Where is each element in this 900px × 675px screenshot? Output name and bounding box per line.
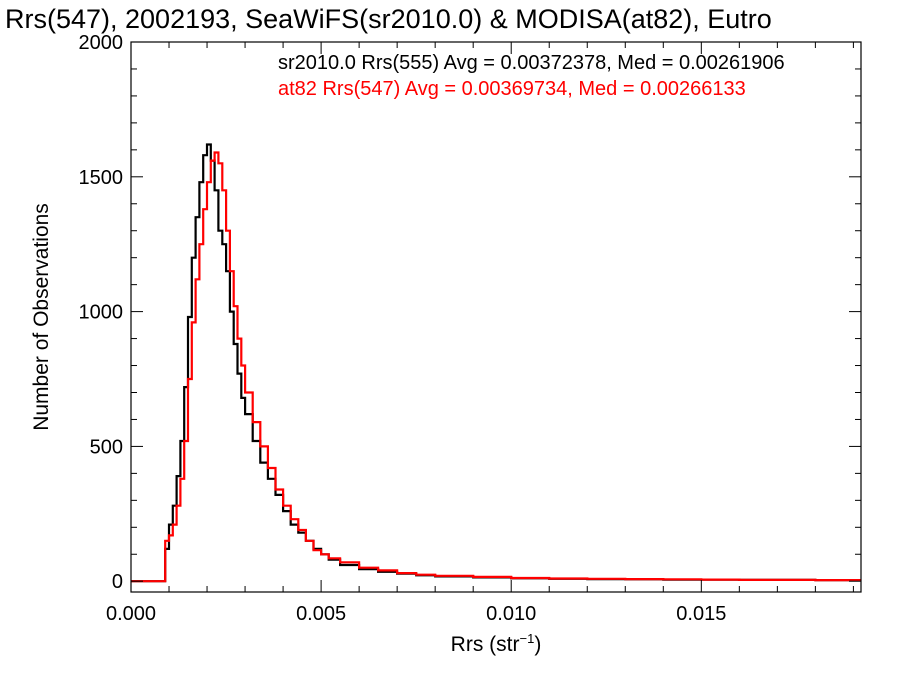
chart-title: Rrs(547), 2002193, SeaWiFS(sr2010.0) & M… (5, 4, 772, 34)
y-tick-label: 500 (90, 436, 123, 458)
x-tick-label: 0.015 (676, 603, 726, 625)
legend-entry: at82 Rrs(547) Avg = 0.00369734, Med = 0.… (278, 78, 746, 100)
y-tick-label: 2000 (79, 32, 124, 54)
y-tick-label: 0 (112, 571, 123, 593)
y-tick-label: 1500 (79, 167, 124, 189)
x-tick-label: 0.005 (296, 603, 346, 625)
series-layer (131, 143, 861, 583)
x-tick-label: 0.000 (106, 603, 156, 625)
x-axis-label: Rrs (str−1) (451, 631, 542, 656)
legend-entry: sr2010.0 Rrs(555) Avg = 0.00372378, Med … (278, 52, 785, 74)
y-tick-label: 1000 (79, 302, 124, 324)
y-axis-label: Number of Observations (30, 203, 53, 431)
x-tick-label: 0.010 (486, 603, 536, 625)
series-line-2 (131, 151, 861, 583)
ticks-layer: 0.000 0.005 0.010 0.015 0 500 1000 1500 2000 (79, 32, 861, 625)
legend: sr2010.0 Rrs(555) Avg = 0.00372378, Med … (278, 52, 785, 100)
plot-frame (130, 41, 862, 593)
